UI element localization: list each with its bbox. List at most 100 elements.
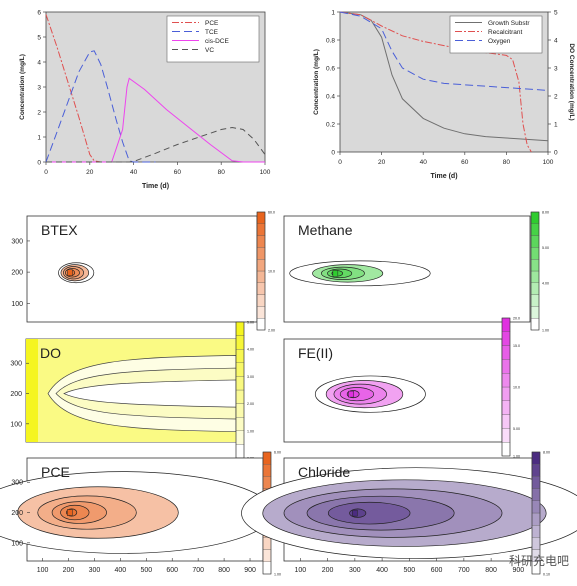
colorbar-do-cell (235, 362, 245, 377)
colorbar-methane-cell (530, 211, 540, 224)
y-tick-label: 300 (10, 361, 22, 368)
x-tick-label: 400 (376, 567, 388, 574)
colorbar-btex-cell (256, 294, 266, 307)
panel-title: FE(II) (298, 345, 333, 361)
y-tick-label: 200 (10, 391, 22, 398)
colorbar-pce-cell (262, 476, 272, 489)
colorbar-btex-cell (256, 247, 266, 260)
x-tick-label: 100 (295, 567, 307, 574)
x-tick-label: 40 (420, 159, 428, 166)
y-tick-label: 0 (331, 150, 335, 157)
y-tick-label: 3 (37, 85, 41, 92)
colorbar-chloride-cell (531, 476, 541, 489)
y-tick-label: 0 (37, 160, 41, 167)
colorbar-chloride-cell (531, 500, 541, 514)
x-tick-label: 40 (130, 169, 138, 176)
x-tick-label: 800 (485, 567, 497, 574)
y-tick-label: 4 (37, 60, 41, 67)
contour-ring (327, 501, 411, 525)
colorbar-pce-cell (262, 549, 272, 562)
colorbar-do-tick: 4.00 (247, 348, 254, 352)
x-tick-label: 700 (458, 567, 470, 574)
x-tick-label: 300 (89, 567, 101, 574)
colorbar-pce-cell (262, 451, 272, 465)
colorbar-btex-cell (256, 223, 266, 236)
contour-panel-fe-ii- (283, 338, 503, 443)
colorbar-fe-cell (501, 345, 511, 360)
x-tick-label: 700 (192, 567, 204, 574)
colorbar-methane-cell (530, 318, 540, 331)
colorbar-pce-tick: 1.00 (274, 573, 281, 577)
x-tick-label: 200 (322, 567, 334, 574)
x-tick-label: 300 (349, 567, 361, 574)
y2-tick-label: 4 (554, 38, 558, 45)
x-tick-label: 600 (431, 567, 443, 574)
y-tick-label: 100 (11, 540, 23, 547)
x-tick-label: 600 (166, 567, 178, 574)
do-source-band (26, 339, 38, 442)
colorbar-do-cell (235, 389, 245, 404)
colorbar-chloride-cell (531, 512, 541, 526)
colorbar-chloride-cell (531, 451, 541, 465)
y-axis-label: Concentration (mg/L) (313, 49, 320, 115)
colorbar-btex-frame (256, 211, 266, 331)
colorbar-pce-cell (262, 464, 272, 477)
colorbar-do-cell (235, 349, 245, 363)
colorbar-methane-cell (530, 270, 540, 283)
colorbar-do-cell (235, 403, 245, 418)
colorbar-btex-tick: 10.0 (268, 270, 275, 274)
colorbar-btex-tick: 60.0 (268, 211, 275, 215)
x-tick-label: 500 (140, 567, 152, 574)
colorbar-fe-cell (501, 359, 511, 374)
x-tick-label: 20 (378, 159, 386, 166)
y2-tick-label: 0 (554, 150, 558, 157)
colorbar-fe-tick: 15.0 (513, 344, 520, 348)
x-tick-label: 800 (218, 567, 230, 574)
y-tick-label: 200 (11, 510, 23, 517)
y-tick-label: 0.6 (326, 66, 335, 73)
colorbar-methane-frame (530, 211, 540, 331)
legend-box (166, 15, 260, 63)
y-tick-label: 0.8 (326, 38, 335, 45)
do-contour (63, 379, 237, 408)
colorbar-fe-cell (501, 400, 511, 415)
contour-peak (67, 509, 73, 516)
y-axis-label: Concentration (mg/L) (19, 54, 26, 120)
colorbar-do-tick: 3.00 (247, 375, 254, 379)
colorbar-fe-tick: 1.00 (513, 455, 520, 459)
contour-panel-chloride (241, 457, 577, 562)
colorbar-fe-cell (501, 373, 511, 388)
contour-panel-do (25, 338, 237, 443)
y2-tick-label: 1 (554, 122, 558, 129)
y-tick-label: 5 (37, 35, 41, 42)
colorbar-btex-cell (256, 235, 266, 248)
x-tick-label: 80 (503, 159, 511, 166)
x-tick-label: 0 (44, 169, 48, 176)
colorbar-do-cell (235, 376, 245, 391)
x-tick-label: 80 (218, 169, 226, 176)
y2-tick-label: 5 (554, 10, 558, 17)
x-tick-label: 900 (513, 567, 525, 574)
colorbar-fe-cell (501, 317, 511, 332)
colorbar-btex-cell (256, 318, 266, 331)
watermark: 科研充电吧 (508, 554, 569, 568)
colorbar-fe-frame (501, 317, 511, 457)
colorbar-fe-cell (501, 414, 511, 429)
panel-title: DO (40, 345, 61, 361)
colorbar-do-cell (235, 444, 245, 459)
contour-panel-btex (26, 215, 258, 323)
colorbar-btex-tick: 2.00 (268, 329, 275, 333)
y-tick-label: 0.2 (326, 122, 335, 129)
colorbar-methane-cell (530, 306, 540, 319)
colorbar-fe-cell (501, 386, 511, 401)
colorbar-pce-tick: 6.00 (274, 451, 281, 455)
contour-peak (352, 509, 358, 517)
y2-axis-label: DO Concentration (mg/L) (568, 43, 575, 120)
colorbar-methane-cell (530, 294, 540, 307)
colorbar-btex-cell (256, 270, 266, 283)
colorbar-fe-cell (501, 428, 511, 443)
series-line-tce (45, 50, 156, 163)
legend-label: cis-DCE (205, 38, 229, 45)
x-axis-label: Time (d) (430, 173, 457, 180)
